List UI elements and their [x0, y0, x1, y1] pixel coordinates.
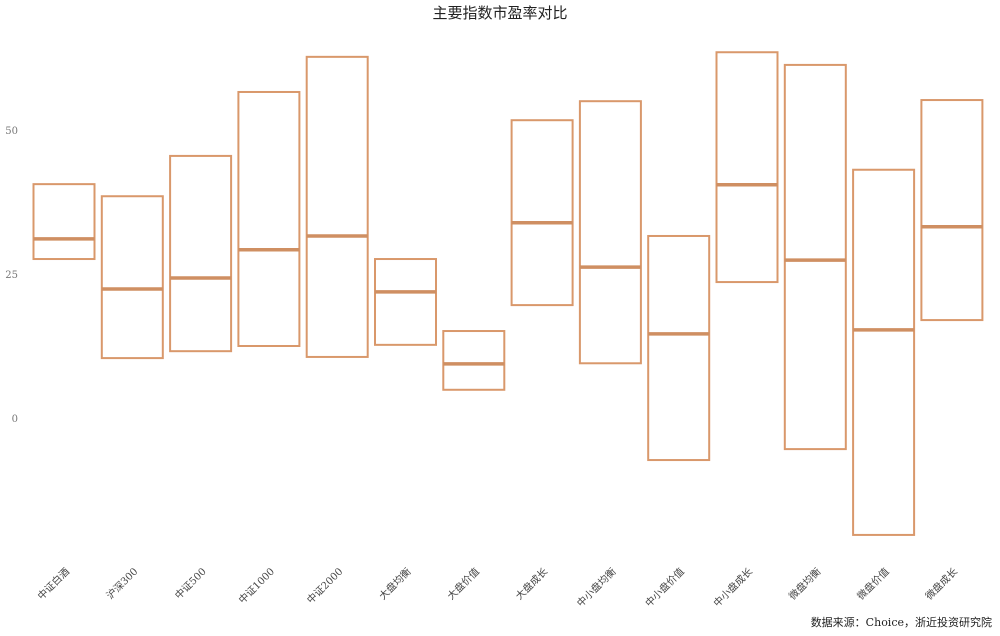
chart-title: 主要指数市盈率对比: [432, 4, 568, 22]
x-tick-label: 中小盘价值: [642, 565, 687, 610]
x-tick-label: 大盘价值: [444, 565, 481, 602]
x-tick-label: 微盘价值: [854, 565, 891, 602]
box-11: [783, 63, 847, 451]
box-2: [169, 154, 233, 353]
source-note: 数据来源：Choice，浙近投资研究院: [810, 616, 992, 629]
box-5: [374, 258, 437, 346]
x-tick-label: 微盘成长: [923, 565, 960, 602]
box-7: [510, 119, 574, 307]
y-tick-label: 25: [5, 270, 18, 281]
x-tick-label: 大盘均衡: [376, 565, 413, 602]
box-4: [305, 55, 369, 358]
x-tick-label: 中证白酒: [35, 565, 72, 602]
x-tick-label: 中小盘均衡: [574, 565, 619, 610]
y-tick-label: 50: [5, 126, 18, 137]
box-0: [32, 183, 96, 261]
box-6: [442, 330, 506, 391]
x-tick-label: 大盘成长: [513, 565, 550, 602]
box-9: [647, 234, 711, 462]
box-12: [852, 168, 916, 536]
box-1: [100, 195, 164, 360]
x-tick-label: 中证1000: [236, 565, 277, 606]
box-10: [715, 51, 779, 284]
box-3: [237, 90, 301, 348]
y-tick-label: 0: [12, 414, 18, 425]
x-tick-label: 沪深300: [104, 565, 141, 602]
box-13: [920, 99, 984, 322]
box-8: [578, 100, 642, 365]
x-tick-label: 中证500: [172, 565, 209, 602]
x-tick-label: 微盘均衡: [786, 565, 823, 602]
x-tick-label: 中小盘成长: [711, 565, 756, 610]
x-tick-label: 中证2000: [304, 565, 345, 606]
